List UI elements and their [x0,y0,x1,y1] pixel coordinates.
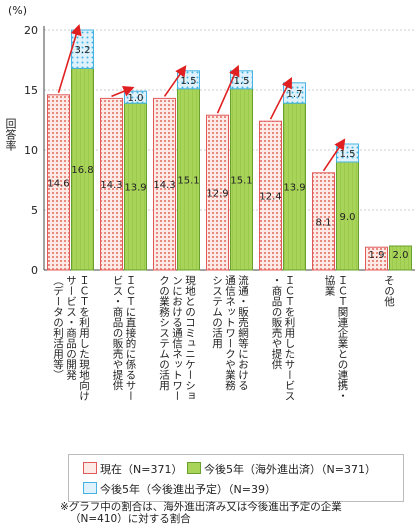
growth-arrow [216,64,240,114]
bar-current [47,94,70,271]
bar-current [365,246,388,271]
data-label-planned: 1.5 [181,76,197,87]
y-tick-label: 15 [24,84,38,97]
y-axis-unit: (%) [8,4,27,17]
y-tick-label: 20 [24,24,38,37]
data-label-current: 14.3 [153,180,175,191]
x-category-label: ＩＣＴを利用したサービス ・商品の販売や提供 [270,275,296,401]
x-category-label: 現地とのコミュニケーショ ンにおける通信ネットワー クの業務システムの活用 [158,275,196,401]
growth-arrow [111,86,135,98]
footnote: ※グラフ中の割合は、海外進出済み又は今後進出予定の企業 （N=410）に対する割… [60,501,415,525]
x-category-label: ＩＣＴを利用した現地向け サービス・商品の開発 （データの利活用等） [52,275,90,401]
x-category-label: ＩＣＴ関連企業との連携・ 協業 [323,275,349,401]
legend-swatch-planned [83,482,97,494]
x-category-label: その他 [383,275,395,307]
data-label-future-existing: 13.9 [124,183,146,194]
growth-arrow [57,23,82,94]
data-label-future-existing: 13.9 [283,183,305,194]
growth-arrow [322,138,346,172]
bar-current [100,97,123,271]
legend: 現在（N=371） 今後5年（海外進出済）（N=371） 今後5年（今後進出予定… [68,454,404,502]
data-label-future-existing: 2.0 [393,250,409,261]
bar-current [206,114,229,271]
legend-item-planned: 今後5年（今後進出予定）（N=39） [83,482,276,497]
data-label-future-existing: 15.1 [177,175,199,186]
legend-label-current: 現在（N=371） [100,463,183,476]
data-label-planned: 1.5 [340,149,356,160]
footnote-line-1: ※グラフ中の割合は、海外進出済み又は今後進出予定の企業 [60,501,342,513]
footnote-line-2: （N=410）に対する割合 [70,513,191,525]
legend-item-existing: 今後5年（海外進出済）（N=371） [187,462,376,477]
data-label-current: 14.3 [100,180,122,191]
data-label-future-existing: 15.1 [230,175,252,186]
x-category-label: 流通・販売網等における 通信ネットワークや業務 システムの活用 [211,275,249,391]
data-label-current: 1.9 [369,250,385,261]
data-label-planned: 3.2 [75,45,91,56]
data-label-current: 8.1 [316,217,332,228]
bar-current [259,120,282,271]
growth-arrow [163,65,187,97]
data-label-planned: 1.5 [234,76,250,87]
data-label-future-existing: 16.8 [71,165,93,176]
data-label-planned: 1.0 [128,93,144,104]
y-tick-label: 5 [31,204,38,217]
x-category-label: ＩＣＴに直接的に係るサー ビス・商品の販売や提供 [111,275,137,401]
legend-label-planned: 今後5年（今後進出予定）（N=39） [100,483,276,496]
data-label-current: 12.9 [206,189,228,200]
bar-future-existing [389,245,412,271]
legend-swatch-current [83,462,97,474]
data-label-current: 14.6 [47,178,69,189]
bar-current [312,172,335,271]
growth-arrow [269,76,292,120]
data-label-planned: 1.7 [287,89,303,100]
y-axis-label: 回答率 [4,118,17,151]
y-tick-label: 10 [24,144,38,157]
y-tick-label: 0 [31,264,38,277]
legend-item-current: 現在（N=371） [83,462,182,477]
data-label-future-existing: 9.0 [340,212,356,223]
bar-current [153,97,176,271]
legend-label-existing: 今後5年（海外進出済）（N=371） [204,463,376,476]
data-label-current: 12.4 [259,192,281,203]
legend-swatch-existing [187,462,201,474]
